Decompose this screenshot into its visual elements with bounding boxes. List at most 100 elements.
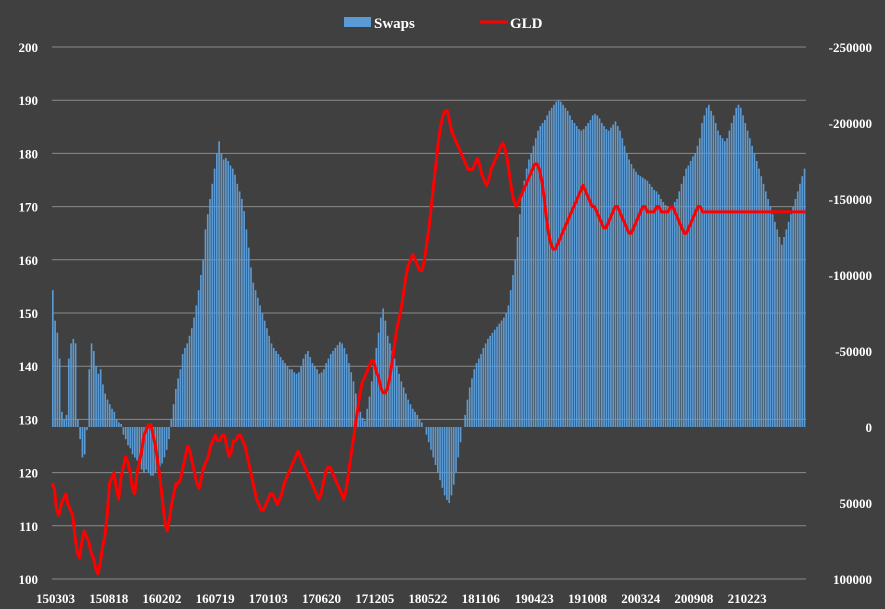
swaps-bar <box>436 427 439 473</box>
swaps-bar <box>225 157 227 427</box>
x-tick-label: 170620 <box>302 591 341 606</box>
swaps-bar <box>398 373 400 427</box>
swaps-bar <box>575 126 578 427</box>
swaps-bar <box>728 130 731 427</box>
swaps-bar <box>594 113 596 427</box>
swaps-bar <box>637 174 640 427</box>
swaps-bar <box>723 141 726 428</box>
swaps-bar <box>548 110 551 427</box>
swaps-bar <box>733 115 735 428</box>
swaps-bar <box>578 129 580 427</box>
swaps-bar <box>395 366 398 427</box>
x-tick-label: 180522 <box>408 591 447 606</box>
swaps-bar <box>546 115 548 428</box>
left-tick-label: 130 <box>19 412 39 427</box>
swaps-bar <box>703 115 706 428</box>
swaps-bar <box>311 363 314 427</box>
swaps-bar <box>334 347 337 427</box>
swaps-bar <box>298 372 300 427</box>
swaps-bar <box>439 427 441 481</box>
swaps-bar <box>493 329 496 427</box>
swaps-bar <box>309 357 312 427</box>
swaps-bar <box>480 354 482 427</box>
swaps-bar <box>122 427 125 435</box>
swaps-bar <box>610 127 612 427</box>
right-tick-label: 100000 <box>833 572 872 587</box>
swaps-bar <box>742 115 744 428</box>
swaps-bar <box>685 168 687 427</box>
swaps-bar <box>580 130 583 427</box>
swaps-bar <box>318 373 321 427</box>
swaps-bar <box>769 206 772 427</box>
swaps-bar <box>375 347 378 427</box>
swaps-bar <box>327 358 330 427</box>
right-tick-label: -150000 <box>829 192 872 207</box>
swaps-bar <box>95 366 97 427</box>
swaps-bar <box>744 123 747 427</box>
swaps-bar <box>696 145 699 428</box>
swaps-bar <box>464 414 466 427</box>
swaps-bar <box>222 159 225 428</box>
swaps-bar <box>168 427 170 440</box>
swaps-bar <box>58 358 61 427</box>
swaps-bar <box>484 343 487 427</box>
left-tick-label: 140 <box>19 359 39 374</box>
swaps-bar <box>384 320 387 427</box>
swaps-bar <box>370 381 373 427</box>
swaps-bar <box>241 199 243 427</box>
swaps-bar <box>61 411 63 427</box>
swaps-bar <box>459 427 462 443</box>
swaps-bar <box>124 427 127 440</box>
swaps-bar <box>159 427 161 467</box>
swaps-bar <box>596 115 599 428</box>
swaps-bar <box>277 354 280 427</box>
swaps-bar <box>553 104 555 427</box>
x-axis-ticks: 150303 150818 160202 160719 170103 170620 1712… <box>36 591 767 606</box>
swaps-bar <box>106 399 109 427</box>
swaps-bar <box>621 138 624 427</box>
swaps-bar <box>692 156 694 427</box>
swaps-bar <box>263 320 266 427</box>
swaps-bar <box>143 427 145 473</box>
swaps-bar <box>359 411 362 427</box>
swaps-bar <box>300 366 302 427</box>
swaps-bar <box>614 121 617 427</box>
swaps-bar <box>639 176 642 427</box>
left-tick-label: 170 <box>19 200 39 215</box>
swaps-bar <box>184 347 186 427</box>
swaps-bar <box>102 384 104 427</box>
swaps-bar <box>475 363 478 427</box>
swaps-bar <box>441 427 444 488</box>
left-tick-label: 190 <box>19 93 39 108</box>
swaps-bar <box>778 237 781 427</box>
swaps-bar <box>261 313 264 427</box>
swaps-bar <box>275 351 277 427</box>
swaps-bar <box>623 145 626 428</box>
legend: Swaps GLD <box>344 16 543 32</box>
swaps-bar <box>152 427 154 476</box>
swaps-bar <box>719 135 722 427</box>
swaps-bar <box>348 363 350 427</box>
swaps-bar <box>539 126 542 427</box>
swaps-bar <box>626 153 628 427</box>
swaps-bar <box>216 153 218 427</box>
swaps-bar <box>120 423 122 427</box>
swaps-bar <box>662 202 665 427</box>
swaps-bar <box>450 427 453 496</box>
swaps-bar <box>746 130 749 427</box>
swaps-bar <box>730 123 733 427</box>
swaps-bar <box>448 427 450 503</box>
swaps-bar <box>70 343 72 427</box>
swaps-bar <box>710 110 712 427</box>
right-tick-label: 0 <box>866 420 873 435</box>
swaps-bar <box>751 145 753 428</box>
legend-swaps-label: Swaps <box>374 16 415 32</box>
swaps-bar <box>687 165 690 427</box>
swaps-bar <box>794 199 797 427</box>
swaps-bar <box>134 427 136 458</box>
swaps-bar <box>204 229 207 427</box>
swaps-bar <box>266 328 268 427</box>
swaps-bar <box>708 104 710 427</box>
swaps-bar <box>345 354 348 427</box>
